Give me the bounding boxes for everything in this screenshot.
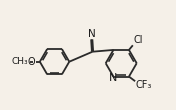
Text: N: N <box>88 29 96 39</box>
Text: O: O <box>27 57 35 67</box>
Text: CH₃: CH₃ <box>12 57 29 66</box>
Text: N: N <box>109 73 118 83</box>
Text: CF₃: CF₃ <box>136 80 152 90</box>
Text: Cl: Cl <box>134 35 143 45</box>
